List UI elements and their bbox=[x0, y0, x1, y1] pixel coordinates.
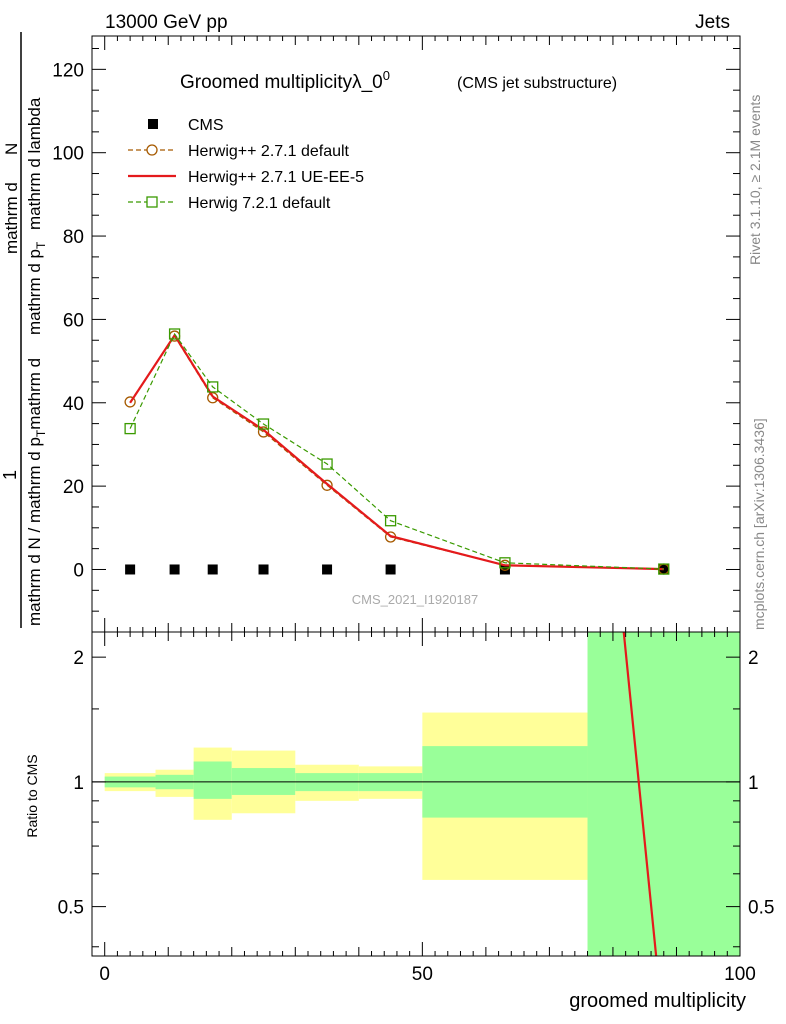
cms-data-point bbox=[385, 564, 396, 575]
cms-data-point bbox=[169, 564, 180, 575]
herwig-7-2-1-default-point bbox=[384, 515, 397, 527]
x-axis-label: groomed multiplicity bbox=[569, 990, 746, 1012]
ratio-curve-herwig-ue-ee-5 bbox=[622, 631, 658, 957]
main-plot-panel: 0 20 40 60 80 100 120 CMS_2021_I1920187 Groome… bbox=[52, 35, 741, 633]
cms-data-point bbox=[258, 564, 269, 575]
herwig-2-7-1-default-point bbox=[321, 479, 333, 491]
herwig-7-2-1-default-point bbox=[321, 458, 333, 470]
x-tick-label: 0 bbox=[99, 964, 110, 985]
herwig-2-7-1-default-point bbox=[124, 396, 136, 408]
cms-data-point bbox=[322, 564, 333, 575]
y-tick-label: 20 bbox=[63, 477, 84, 498]
plot-title-superscript: 0 bbox=[383, 68, 390, 83]
ratio-uncertainty-band-inner bbox=[587, 632, 740, 956]
herwig-2-7-1-default-point bbox=[257, 426, 270, 438]
herwig-7-2-1-default-point bbox=[124, 422, 136, 435]
ylabel-numerator-N: N bbox=[2, 143, 21, 155]
ylabel-1: 1 bbox=[0, 470, 20, 480]
plot-title-text: Groomed multiplicityλ_0 bbox=[180, 72, 383, 93]
legend-marker-square bbox=[146, 196, 158, 208]
rivet-label: Rivet 3.1.10, ≥ 2.1M events bbox=[747, 95, 763, 265]
y-tick-label: 60 bbox=[63, 310, 84, 331]
legend-marker-cms bbox=[148, 119, 158, 129]
svg-text:Groomed multiplicityλ_00: Groomed multiplicityλ_00 bbox=[180, 68, 390, 93]
y-tick-label: 40 bbox=[63, 394, 84, 415]
bottom-frame bbox=[91, 631, 741, 957]
series-line-2 bbox=[129, 333, 664, 571]
cms-data-point bbox=[499, 564, 510, 575]
legend-marker-circle bbox=[146, 144, 158, 156]
herwig-7-2-1-default-point bbox=[168, 328, 181, 340]
mcplots-label: mcplots.cern.ch [arXiv:1306.3436] bbox=[751, 418, 767, 630]
cms-data-point bbox=[207, 564, 218, 575]
herwig-7-2-1-default-point bbox=[658, 563, 670, 575]
ratio-y-tick-label-right: 1 bbox=[748, 773, 759, 794]
y-tick-label: 100 bbox=[52, 144, 84, 165]
legend: CMS Herwig++ 2.7.1 default Herwig++ 2.7.1 … bbox=[128, 117, 364, 212]
ylabel-denominator-2: mathrm d pT bbox=[25, 241, 48, 335]
series-line-3 bbox=[129, 332, 664, 570]
process-label: Jets bbox=[695, 12, 730, 33]
energy-label: 13000 GeV pp bbox=[105, 12, 228, 33]
herwig-7-2-1-default-point bbox=[499, 557, 511, 569]
plot-title: Groomed multiplicityλ_00 (CMS jet substr… bbox=[180, 68, 617, 93]
legend-label: CMS bbox=[188, 117, 224, 134]
x-tick-label: 50 bbox=[412, 964, 433, 985]
legend-label: Herwig 7.2.1 default bbox=[188, 195, 331, 212]
plot-watermark: CMS_2021_I1920187 bbox=[352, 592, 479, 607]
herwig-7-2-1-default-point bbox=[207, 381, 219, 393]
ylabel-numerator: mathrm d bbox=[2, 182, 21, 254]
legend-label: Herwig++ 2.7.1 UE-EE-5 bbox=[188, 169, 364, 186]
legend-label: Herwig++ 2.7.1 default bbox=[188, 143, 350, 160]
ratio-y-tick-label: 2 bbox=[73, 648, 84, 669]
herwig-2-7-1-default-point bbox=[207, 392, 219, 404]
y-tick-label: 0 bbox=[73, 560, 84, 581]
ratio-y-tick-label-right: 0.5 bbox=[748, 898, 774, 919]
ratio-y-tick-label-right: 2 bbox=[748, 648, 759, 669]
x-tick-label: 100 bbox=[724, 964, 756, 985]
ratio-plot-panel: 0.5 0.5 1 1 2 2 0 50 100 bbox=[58, 631, 774, 985]
cms-data-point bbox=[125, 564, 136, 575]
y-axis-label: 1 mathrm d N / mathrm d pTmathrm d mathr… bbox=[0, 32, 48, 628]
y-tick-label: 80 bbox=[63, 227, 84, 248]
y-tick-label: 120 bbox=[52, 60, 84, 81]
plot-subtitle: (CMS jet substructure) bbox=[457, 75, 617, 92]
ratio-y-tick-label: 1 bbox=[73, 773, 84, 794]
herwig-7-2-1-default-point bbox=[257, 418, 270, 430]
series-line-1 bbox=[129, 334, 664, 570]
ylabel-denominator-4: mathrm d lambda bbox=[25, 97, 44, 230]
ylabel-denominator: mathrm d N / mathrm d pTmathrm d bbox=[25, 358, 48, 626]
ratio-ylabel: Ratio to CMS bbox=[24, 754, 40, 837]
ratio-uncertainty-band-inner bbox=[193, 761, 232, 799]
ratio-y-tick-label: 0.5 bbox=[58, 898, 84, 919]
